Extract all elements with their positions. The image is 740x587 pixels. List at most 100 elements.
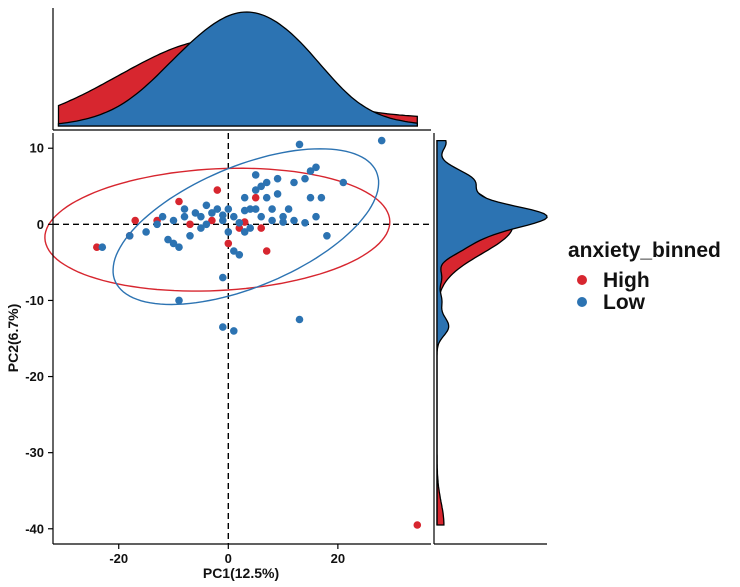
point-low bbox=[235, 251, 244, 259]
point-low bbox=[142, 228, 150, 236]
point-low bbox=[251, 205, 260, 213]
point-high bbox=[235, 224, 244, 232]
legend-title: anxiety_binned bbox=[568, 239, 721, 262]
point-low bbox=[295, 140, 304, 149]
point-low bbox=[175, 296, 183, 305]
point-low bbox=[191, 209, 200, 217]
x-tick-label: 0 bbox=[225, 551, 232, 566]
point-high bbox=[213, 186, 222, 194]
point-high bbox=[131, 216, 139, 225]
point-high bbox=[224, 239, 233, 248]
y-tick-label: -40 bbox=[25, 521, 44, 536]
point-low bbox=[240, 228, 249, 236]
ellipse-high bbox=[44, 167, 391, 292]
point-low bbox=[180, 212, 189, 221]
point-low bbox=[312, 163, 320, 172]
point-low bbox=[273, 174, 282, 183]
point-low bbox=[273, 190, 282, 198]
y-tick-label: 10 bbox=[30, 141, 44, 156]
y-axis-title: PC2(6.7%) bbox=[5, 304, 21, 372]
point-low bbox=[164, 235, 172, 244]
point-low bbox=[301, 219, 309, 227]
point-low bbox=[208, 209, 216, 217]
top-density-panel bbox=[52, 8, 431, 131]
point-low bbox=[153, 220, 161, 229]
x-tick-label: -20 bbox=[109, 551, 128, 566]
point-low bbox=[213, 205, 222, 213]
y-tick-label: -30 bbox=[25, 445, 44, 460]
point-low bbox=[279, 212, 287, 221]
legend-label-high: High bbox=[603, 269, 650, 292]
point-low bbox=[175, 243, 183, 251]
point-low bbox=[235, 219, 244, 227]
point-low bbox=[240, 193, 249, 202]
point-low bbox=[306, 167, 315, 175]
point-low bbox=[158, 212, 167, 221]
point-low bbox=[268, 216, 276, 225]
point-low bbox=[169, 239, 178, 248]
point-low bbox=[251, 186, 260, 194]
legend-key-high bbox=[577, 275, 587, 285]
point-low bbox=[262, 178, 271, 187]
point-high bbox=[186, 220, 194, 229]
point-low bbox=[377, 136, 386, 145]
point-high bbox=[208, 216, 216, 225]
point-low bbox=[268, 205, 276, 213]
right-density-panel bbox=[433, 133, 548, 545]
y-tick-label: -20 bbox=[25, 369, 44, 384]
point-low bbox=[98, 243, 107, 251]
point-low bbox=[202, 220, 211, 229]
point-low bbox=[230, 212, 238, 221]
point-low bbox=[246, 205, 254, 213]
point-low bbox=[224, 205, 233, 213]
point-low bbox=[197, 224, 205, 232]
point-low bbox=[262, 193, 271, 202]
x-tick-label: 20 bbox=[331, 551, 345, 566]
point-high bbox=[413, 521, 422, 529]
point-low bbox=[224, 228, 233, 236]
point-high bbox=[251, 193, 260, 202]
point-low bbox=[290, 178, 298, 187]
legend-label-low: Low bbox=[603, 291, 646, 314]
point-low bbox=[219, 323, 227, 331]
point-low bbox=[219, 211, 227, 219]
y-tick-label: 0 bbox=[37, 217, 44, 232]
right-density-low bbox=[436, 139, 548, 525]
point-low bbox=[246, 224, 254, 232]
x-axis-title: PC1(12.5%) bbox=[203, 565, 279, 581]
point-low bbox=[197, 212, 205, 221]
point-low bbox=[339, 178, 348, 187]
point-low bbox=[312, 212, 320, 221]
top-density-low bbox=[57, 11, 418, 127]
point-low bbox=[295, 315, 304, 324]
point-low bbox=[169, 216, 178, 225]
point-low bbox=[279, 218, 287, 226]
point-low bbox=[257, 182, 266, 191]
point-low bbox=[317, 193, 326, 202]
point-low bbox=[219, 273, 227, 282]
point-low bbox=[306, 193, 315, 202]
point-low bbox=[230, 247, 238, 255]
point-low bbox=[202, 201, 211, 210]
point-low bbox=[186, 232, 194, 240]
point-high bbox=[262, 247, 271, 255]
point-high bbox=[93, 243, 101, 251]
point-low bbox=[290, 216, 298, 225]
point-high bbox=[257, 224, 266, 232]
point-low bbox=[301, 174, 309, 183]
point-low bbox=[180, 205, 189, 213]
point-low bbox=[323, 232, 331, 240]
legend-key-low bbox=[577, 297, 587, 307]
main-plot-panel: -20 0 20 10 0 -10 -20 -30 -40 bbox=[25, 133, 431, 566]
point-low bbox=[251, 171, 260, 179]
ellipse-low bbox=[112, 148, 380, 306]
point-low bbox=[219, 216, 227, 225]
point-low bbox=[125, 232, 134, 240]
y-tick-label: -10 bbox=[25, 293, 44, 308]
legend: anxiety_binned High Low bbox=[568, 239, 721, 314]
point-high bbox=[175, 197, 183, 206]
point-low bbox=[230, 327, 238, 335]
point-low bbox=[284, 205, 293, 213]
point-low bbox=[257, 212, 266, 221]
